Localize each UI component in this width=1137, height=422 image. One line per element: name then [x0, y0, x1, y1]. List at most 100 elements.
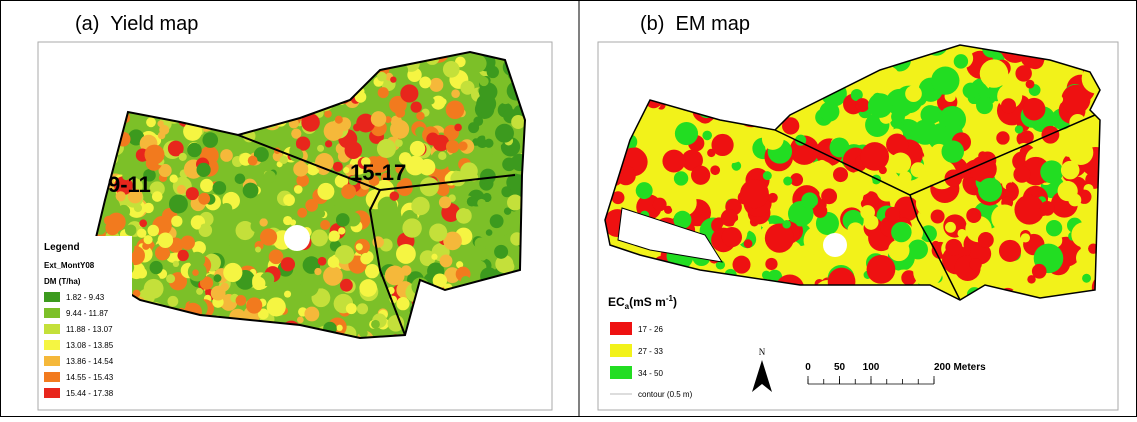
legend-label: 34 - 50 [638, 369, 663, 378]
yield-patch [352, 44, 371, 63]
yield-patch [479, 77, 489, 87]
yield-patch [379, 341, 386, 348]
yield-patch [324, 110, 332, 118]
yield-patch [198, 193, 210, 205]
ec-patch [931, 67, 959, 95]
legend-label: 13.86 - 14.54 [66, 357, 114, 366]
ec-patch [711, 134, 733, 156]
yield-patch [235, 174, 246, 185]
north-arrow [752, 360, 772, 392]
yield-patch [492, 292, 508, 308]
yield-patch [436, 294, 451, 309]
yield-patch [294, 185, 303, 194]
yield-patch [362, 42, 377, 57]
ec-patch [1082, 64, 1112, 94]
legend-swatch [44, 292, 60, 302]
ec-patch [877, 56, 888, 67]
yield-patch [137, 335, 144, 342]
yield-patch [167, 296, 178, 307]
yield-patch [396, 244, 416, 264]
ec-patch [795, 68, 822, 95]
yield-patch [261, 107, 271, 117]
yield-patch [494, 245, 508, 259]
ec-patch [654, 256, 668, 270]
yield-patch [152, 334, 165, 347]
ec-patch [890, 153, 911, 174]
yield-patch [311, 54, 317, 60]
yield-patch [443, 61, 460, 78]
yield-patch [162, 63, 172, 73]
legend-swatch [44, 324, 60, 334]
figure: (a) Yield map (b) EM map 9-11 15-17 Lege… [0, 0, 1137, 417]
yield-patch [93, 189, 105, 201]
hole [284, 225, 310, 251]
ec-patch [1068, 193, 1081, 206]
ec-patch [957, 229, 966, 238]
ec-patch [1021, 233, 1030, 242]
yield-patch [509, 174, 528, 193]
ec-patch [722, 227, 742, 247]
yield-patch [136, 268, 147, 279]
ec-patch [744, 239, 753, 248]
yield-patch [157, 120, 163, 126]
ec-patch [662, 150, 685, 173]
yield-patch [320, 78, 326, 84]
yield-patch [451, 330, 457, 336]
yield-patch [171, 216, 182, 227]
yield-patch [121, 86, 139, 104]
legend-label: contour (0.5 m) [638, 390, 693, 399]
scale-label: 100 [863, 362, 880, 373]
ec-patch [1015, 125, 1023, 133]
yield-patch [314, 268, 321, 275]
yield-patch [377, 57, 386, 66]
panel-title: (b) EM map [640, 13, 750, 35]
ec-patch [1001, 35, 1029, 63]
ec-patch [755, 41, 775, 61]
yield-patch [197, 163, 211, 177]
ec-patch [737, 98, 766, 127]
yield-patch [416, 301, 427, 312]
ec-patch [821, 188, 837, 204]
yield-patch [353, 42, 369, 58]
yield-patch [248, 156, 258, 166]
yield-patch [222, 108, 240, 126]
yield-patch [260, 228, 277, 245]
yield-patch [104, 53, 118, 67]
yield-patch [83, 49, 102, 68]
yield-patch [222, 88, 230, 96]
yield-patch [146, 117, 156, 127]
yield-patch [206, 119, 214, 127]
yield-patch [378, 87, 389, 98]
yield-patch [307, 87, 321, 101]
yield-patch [326, 48, 336, 58]
ec-patch [782, 220, 791, 229]
yield-patch [325, 140, 332, 147]
ec-patch [801, 254, 822, 275]
yield-patch [314, 38, 332, 56]
ec-patch [830, 285, 838, 293]
yield-patch [503, 301, 510, 308]
yield-patch [284, 291, 291, 298]
ec-patch [1054, 95, 1063, 104]
ec-patch [790, 293, 812, 315]
ec-patch [664, 49, 685, 70]
yield-patch [506, 287, 519, 300]
yield-patch [336, 325, 342, 331]
yield-patch [395, 139, 403, 147]
yield-patch [438, 152, 446, 160]
yield-patch [211, 119, 220, 128]
yield-patch [503, 319, 518, 334]
legend-swatch [44, 388, 60, 398]
ec-patch [725, 105, 740, 120]
yield-patch [456, 208, 472, 224]
yield-patch [216, 110, 233, 127]
yield-patch [147, 76, 157, 86]
yield-patch [211, 286, 226, 301]
yield-patch [304, 307, 319, 322]
yield-patch [137, 64, 152, 79]
yield-patch [318, 46, 325, 53]
ec-patch [789, 55, 810, 76]
yield-patch [187, 143, 202, 158]
ec-patch [1026, 80, 1035, 89]
ec-patch [978, 232, 994, 248]
